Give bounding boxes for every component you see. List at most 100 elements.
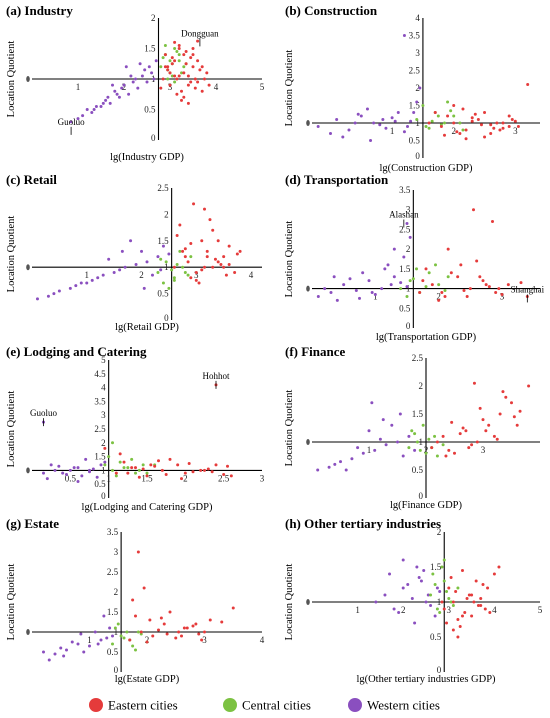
series-western-cities xyxy=(374,558,442,625)
data-point xyxy=(170,62,174,66)
y-axis-label: Location Quotient xyxy=(6,216,17,293)
data-point xyxy=(99,463,103,467)
data-point xyxy=(186,74,190,78)
data-point xyxy=(165,632,169,636)
data-point xyxy=(473,112,477,116)
data-point xyxy=(45,477,49,481)
data-point xyxy=(166,77,170,81)
data-point xyxy=(409,119,413,123)
data-point xyxy=(194,622,198,626)
data-point xyxy=(205,255,209,259)
data-point xyxy=(167,252,171,256)
y-tick-label: 1 xyxy=(101,465,106,475)
data-point xyxy=(353,121,357,125)
y-tick-label: 2 xyxy=(415,83,420,93)
x-tick-label: 1.5 xyxy=(141,473,153,483)
data-point xyxy=(91,467,95,471)
data-point xyxy=(183,255,187,259)
data-point xyxy=(489,132,493,135)
data-point xyxy=(164,473,168,477)
y-tick-label: 3.5 xyxy=(94,396,106,406)
y-tick-label: 1 xyxy=(114,627,119,637)
data-point xyxy=(465,294,469,298)
y-tick-label: 0.5 xyxy=(409,136,421,146)
data-point xyxy=(114,474,118,478)
data-point xyxy=(65,473,68,477)
data-point xyxy=(111,441,114,445)
data-point xyxy=(406,125,410,128)
data-point xyxy=(111,468,114,472)
data-point xyxy=(389,283,393,287)
data-point xyxy=(479,597,483,600)
data-point xyxy=(429,604,433,607)
data-point xyxy=(500,292,504,296)
y-tick-label: 4 xyxy=(415,13,420,23)
y-tick-label: 2.5 xyxy=(107,567,119,577)
x-tick-label: 3 xyxy=(202,635,207,645)
data-point xyxy=(93,630,97,634)
data-point xyxy=(104,98,108,102)
data-point xyxy=(196,39,200,43)
data-point xyxy=(433,583,437,586)
data-point xyxy=(140,249,144,253)
x-tick-label: 3 xyxy=(500,292,505,302)
data-point xyxy=(168,83,172,87)
origin-marker xyxy=(306,120,310,126)
data-point xyxy=(163,65,167,69)
series-western-cities xyxy=(69,59,158,124)
y-tick-label: 0 xyxy=(164,313,169,323)
data-point xyxy=(449,576,453,579)
data-point xyxy=(185,626,189,630)
data-point xyxy=(410,429,414,433)
data-point xyxy=(327,465,331,469)
data-point xyxy=(148,618,152,622)
legend-swatch xyxy=(223,698,237,712)
data-point xyxy=(440,291,444,295)
data-point xyxy=(200,268,204,272)
data-point xyxy=(456,275,460,279)
data-point xyxy=(52,292,56,296)
data-point xyxy=(175,92,179,96)
data-point xyxy=(442,558,446,562)
y-tick-label: 0.5 xyxy=(107,647,119,657)
data-point xyxy=(189,255,193,259)
y-tick-label: 2.5 xyxy=(399,224,411,234)
data-point xyxy=(205,249,209,253)
data-point xyxy=(527,384,531,388)
data-point xyxy=(479,123,483,127)
data-point xyxy=(483,111,487,114)
data-point xyxy=(166,65,170,69)
data-point xyxy=(74,284,78,288)
data-point xyxy=(478,275,482,279)
x-tick-label: 1 xyxy=(87,635,92,645)
data-point xyxy=(402,255,406,259)
data-point xyxy=(227,244,231,248)
data-point xyxy=(119,634,123,638)
y-tick-label: 1 xyxy=(437,597,442,607)
data-point xyxy=(203,77,206,81)
data-point xyxy=(101,101,105,105)
data-point xyxy=(157,628,160,632)
data-point xyxy=(150,71,154,75)
panel-7: (g) Estate Location Quotient lg(Estate GDP… xyxy=(6,516,265,685)
data-point xyxy=(47,658,51,662)
data-point xyxy=(203,265,206,269)
data-point xyxy=(84,457,88,461)
data-point xyxy=(141,463,145,467)
series-eastern-cities xyxy=(440,565,501,639)
data-point xyxy=(153,464,157,468)
y-tick-label: 2.5 xyxy=(157,183,169,193)
data-point xyxy=(430,119,434,123)
panel-title: (h) Other tertiary industries xyxy=(285,516,441,531)
data-point xyxy=(501,390,505,394)
data-point xyxy=(455,130,459,134)
data-point xyxy=(458,432,462,436)
data-point xyxy=(464,429,468,433)
data-point xyxy=(451,604,455,607)
data-point xyxy=(458,625,462,628)
data-point xyxy=(122,83,126,87)
data-point xyxy=(436,114,440,118)
data-point xyxy=(426,593,430,597)
data-point xyxy=(145,640,149,644)
